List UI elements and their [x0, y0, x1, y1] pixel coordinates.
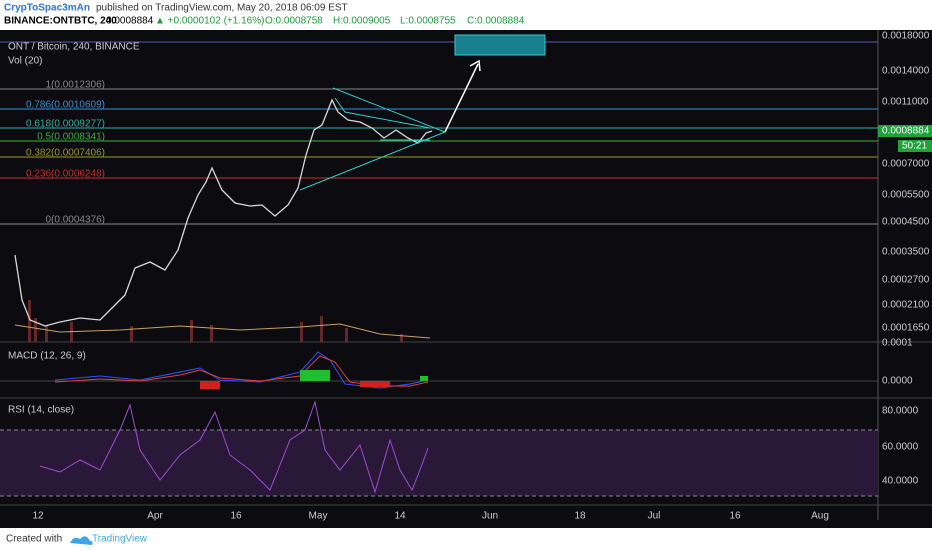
time-tick-label: Jun: [482, 511, 498, 522]
time-tick-label: Apr: [147, 511, 163, 522]
price-tick-label: 0.0011000: [882, 97, 929, 108]
macd-tick-label: 0.0001: [882, 338, 913, 349]
price-tick-label: 0.0003500: [882, 247, 930, 258]
last-price-box: [878, 125, 932, 137]
rsi-tick-label: 80.0000: [882, 406, 919, 417]
fib-label: 0(0.0004376): [46, 215, 106, 226]
rsi-line: [39, 400, 429, 494]
countdown-box: [898, 140, 932, 152]
time-tick-label: Jul: [648, 511, 661, 522]
footer-brand[interactable]: TradingView: [92, 534, 148, 545]
price-tick-label: 0.0005500: [882, 190, 930, 201]
high: H:0.0009005: [333, 16, 391, 27]
price-tick-label: 0.0001650: [882, 323, 930, 334]
time-tick-label: 16: [729, 511, 741, 522]
published: published on TradingView.com, May 20, 20…: [96, 3, 348, 14]
trend-line: [299, 131, 446, 191]
macd-histogram: [200, 370, 428, 389]
time-tick-label: 18: [574, 511, 586, 522]
fib-label: 0.618(0.0009277): [26, 119, 105, 130]
time-tick-label: 16: [230, 511, 242, 522]
logo: [70, 536, 93, 545]
fib-label: 0.786(0.0010609): [26, 100, 105, 111]
macd-tick-label: 0.0000: [882, 376, 913, 387]
low: L:0.0008755: [400, 16, 456, 27]
countdown: 50:21: [902, 141, 927, 152]
rsi-band: [0, 430, 878, 496]
arrow-head: [469, 59, 481, 72]
symbol: BINANCE:ONTBTC, 240: [4, 16, 117, 27]
pennant-line: [334, 97, 431, 129]
macd-line: [54, 351, 429, 389]
price-tick-label: 0.0004500: [882, 217, 930, 228]
volume-label: Vol (20): [8, 56, 42, 67]
trend-line: [332, 87, 446, 133]
fib-label: 0.5(0.0008341): [37, 132, 105, 143]
main-title: ONT / Bitcoin, 240, BINANCE: [8, 42, 140, 53]
time-tick-label: 14: [394, 511, 406, 522]
price-tick-label: 0.0018000: [882, 31, 930, 42]
macd-title: MACD (12, 26, 9): [8, 351, 86, 362]
close: C:0.0008884: [467, 16, 525, 27]
fib-label: 0.382(0.0007406): [26, 148, 105, 159]
header-bg: [0, 0, 932, 30]
fib-label: 1(0.0012306): [46, 80, 106, 91]
arrow: [444, 63, 479, 133]
target-box: [454, 34, 546, 56]
price-line: [14, 98, 433, 327]
change: ▲ +0.0000102 (+1.16%): [155, 16, 264, 27]
price-tick-label: 0.0002700: [882, 275, 930, 286]
author[interactable]: CrypToSpac3mAn: [4, 3, 90, 14]
price-tick-label: 0.0002100: [882, 300, 930, 311]
time-tick-label: May: [309, 511, 328, 522]
rsi-tick-label: 60.0000: [882, 442, 919, 453]
price-tick-label: 0.0014000: [882, 66, 930, 77]
fib-label: 0.236(0.0006248): [26, 169, 105, 180]
volume-ma: [14, 323, 431, 339]
rsi-title: RSI (14, close): [8, 405, 74, 416]
time-tick-label: Aug: [811, 511, 829, 522]
footer-bg: [0, 528, 932, 550]
last: 0.0008884: [106, 16, 154, 27]
last-price: 0.0008884: [882, 126, 930, 137]
rsi-tick-label: 40.0000: [882, 476, 919, 487]
open: O:0.0008758: [265, 16, 323, 27]
footer-text: Created with: [6, 534, 62, 545]
price-tick-label: 0.0007000: [882, 159, 930, 170]
time-tick-label: 12: [32, 511, 44, 522]
